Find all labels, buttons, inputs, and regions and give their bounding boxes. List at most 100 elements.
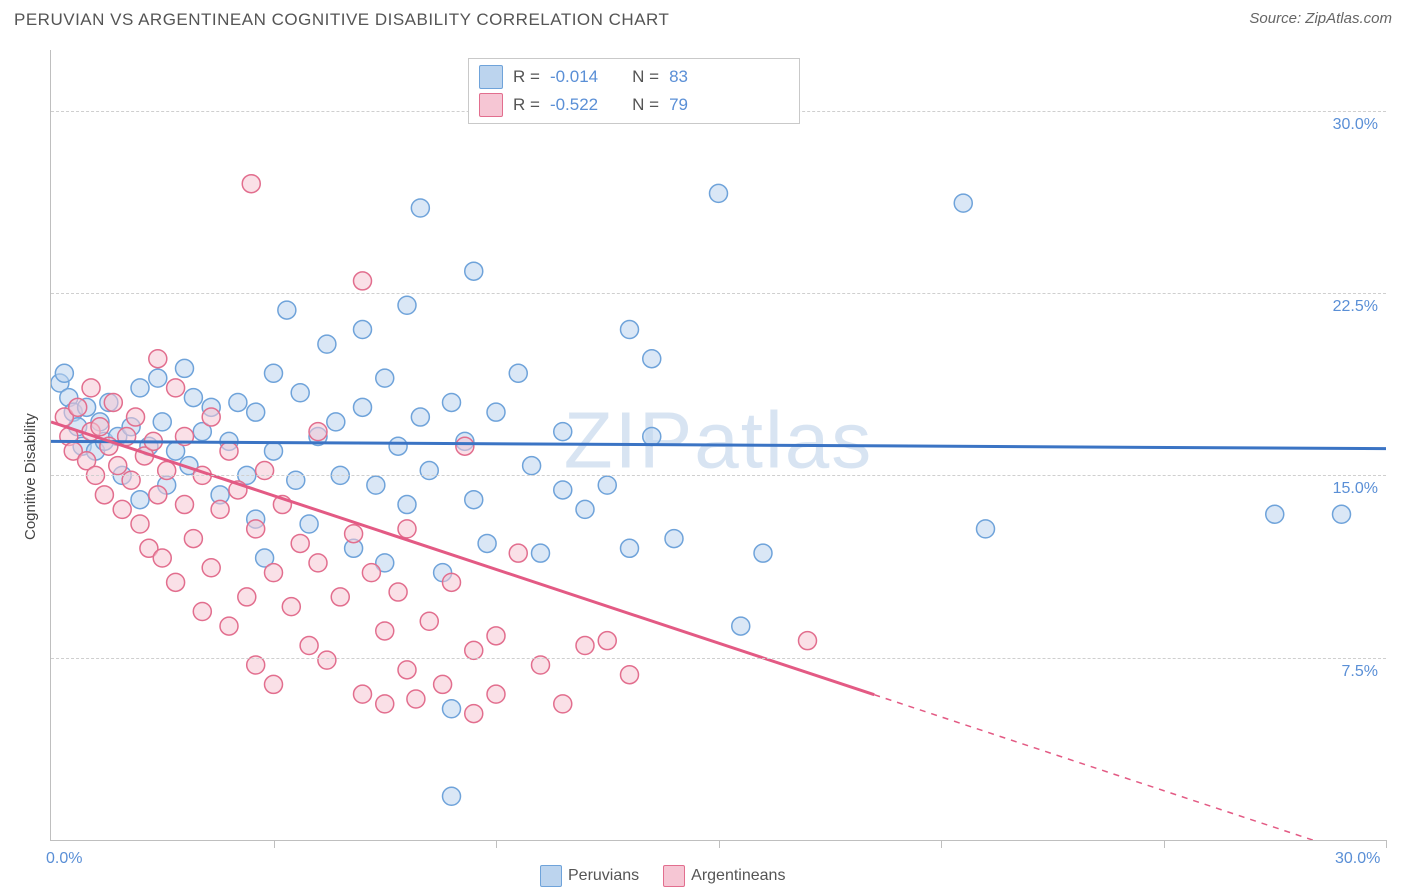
scatter-point-argentineans <box>354 272 372 290</box>
stat-r-value: -0.014 <box>550 67 598 87</box>
scatter-point-peruvians <box>554 423 572 441</box>
scatter-point-peruvians <box>465 262 483 280</box>
x-tick <box>1386 840 1387 848</box>
scatter-point-peruvians <box>576 500 594 518</box>
scatter-point-peruvians <box>643 350 661 368</box>
scatter-point-argentineans <box>407 690 425 708</box>
scatter-point-peruvians <box>598 476 616 494</box>
scatter-point-argentineans <box>104 393 122 411</box>
plot-area: ZIPatlas 30.0%22.5%15.0%7.5% <box>50 50 1386 841</box>
scatter-point-peruvians <box>389 437 407 455</box>
scatter-point-argentineans <box>202 559 220 577</box>
scatter-point-argentineans <box>95 486 113 504</box>
scatter-point-argentineans <box>167 573 185 591</box>
scatter-point-argentineans <box>487 627 505 645</box>
x-tick <box>941 840 942 848</box>
gridline <box>51 293 1386 294</box>
y-axis-label: Cognitive Disability <box>22 413 39 540</box>
scatter-point-peruvians <box>754 544 772 562</box>
stats-legend-box: R =-0.014N =83R =-0.522N =79 <box>468 58 800 124</box>
scatter-point-peruvians <box>710 184 728 202</box>
scatter-point-argentineans <box>291 534 309 552</box>
scatter-point-peruvians <box>153 413 171 431</box>
legend-item-argentineans: Argentineans <box>663 865 785 887</box>
scatter-point-peruvians <box>287 471 305 489</box>
scatter-point-peruvians <box>532 544 550 562</box>
scatter-point-argentineans <box>149 486 167 504</box>
chart-title: PERUVIAN VS ARGENTINEAN COGNITIVE DISABI… <box>14 10 669 29</box>
scatter-point-peruvians <box>487 403 505 421</box>
scatter-point-peruvians <box>376 369 394 387</box>
scatter-point-argentineans <box>127 408 145 426</box>
scatter-point-peruvians <box>523 457 541 475</box>
scatter-point-argentineans <box>265 675 283 693</box>
scatter-point-argentineans <box>345 525 363 543</box>
scatter-point-argentineans <box>247 520 265 538</box>
bottom-legend: Peruvians Argentineans <box>540 865 785 887</box>
scatter-point-argentineans <box>122 471 140 489</box>
scatter-point-argentineans <box>82 379 100 397</box>
scatter-point-argentineans <box>282 598 300 616</box>
legend-swatch-peruvians <box>479 65 503 89</box>
scatter-point-argentineans <box>465 641 483 659</box>
stat-n-value: 83 <box>669 67 688 87</box>
x-tick <box>1164 840 1165 848</box>
gridline <box>51 658 1386 659</box>
scatter-point-peruvians <box>732 617 750 635</box>
scatter-point-peruvians <box>1266 505 1284 523</box>
x-tick <box>496 840 497 848</box>
trend-line-argentineans <box>51 422 874 695</box>
scatter-point-argentineans <box>109 457 127 475</box>
stat-r-value: -0.522 <box>550 95 598 115</box>
scatter-point-peruvians <box>291 384 309 402</box>
stats-row-argentineans: R =-0.522N =79 <box>479 91 789 119</box>
scatter-point-peruvians <box>176 359 194 377</box>
scatter-point-peruvians <box>411 408 429 426</box>
scatter-point-peruvians <box>247 403 265 421</box>
x-tick <box>274 840 275 848</box>
scatter-point-peruvians <box>354 398 372 416</box>
scatter-point-peruvians <box>977 520 995 538</box>
scatter-point-peruvians <box>367 476 385 494</box>
scatter-point-peruvians <box>465 491 483 509</box>
stat-n-value: 79 <box>669 95 688 115</box>
stat-r-label: R = <box>513 67 540 87</box>
y-tick-label: 22.5% <box>1333 298 1378 316</box>
scatter-point-argentineans <box>456 437 474 455</box>
scatter-point-argentineans <box>398 661 416 679</box>
legend-item-peruvians: Peruvians <box>540 865 639 887</box>
scatter-point-argentineans <box>434 675 452 693</box>
scatter-point-peruvians <box>478 534 496 552</box>
scatter-point-peruvians <box>131 379 149 397</box>
legend-label: Argentineans <box>691 867 785 884</box>
scatter-point-argentineans <box>242 175 260 193</box>
scatter-point-argentineans <box>184 530 202 548</box>
scatter-point-argentineans <box>465 705 483 723</box>
x-tick <box>719 840 720 848</box>
scatter-point-peruvians <box>420 462 438 480</box>
scatter-point-argentineans <box>799 632 817 650</box>
scatter-point-argentineans <box>158 462 176 480</box>
scatter-point-argentineans <box>131 515 149 533</box>
scatter-point-argentineans <box>69 398 87 416</box>
scatter-point-argentineans <box>354 685 372 703</box>
y-tick-label: 15.0% <box>1333 480 1378 498</box>
scatter-point-argentineans <box>443 573 461 591</box>
scatter-point-argentineans <box>389 583 407 601</box>
scatter-point-peruvians <box>621 539 639 557</box>
scatter-point-argentineans <box>309 554 327 572</box>
scatter-point-peruvians <box>354 321 372 339</box>
stat-n-label: N = <box>632 67 659 87</box>
scatter-point-argentineans <box>211 500 229 518</box>
scatter-point-peruvians <box>398 296 416 314</box>
gridline <box>51 475 1386 476</box>
scatter-point-peruvians <box>621 321 639 339</box>
scatter-point-peruvians <box>131 491 149 509</box>
scatter-point-argentineans <box>176 496 194 514</box>
stat-r-label: R = <box>513 95 540 115</box>
legend-swatch-argentineans <box>663 865 685 887</box>
scatter-point-argentineans <box>576 637 594 655</box>
source-label: Source: ZipAtlas.com <box>1249 10 1392 27</box>
scatter-point-argentineans <box>554 695 572 713</box>
scatter-point-argentineans <box>420 612 438 630</box>
